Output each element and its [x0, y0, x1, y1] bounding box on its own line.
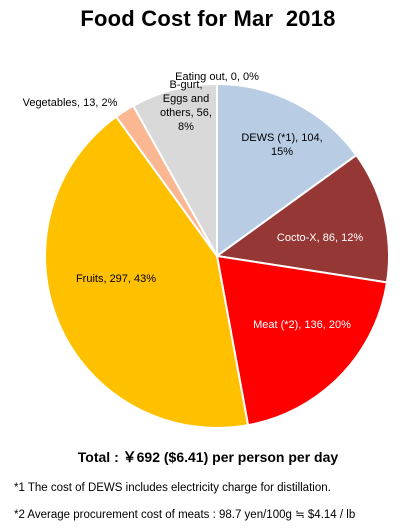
- data-label-cocto-x: Cocto-X, 86, 12%: [277, 232, 363, 244]
- footnote-dews: *1 The cost of DEWS includes electricity…: [14, 482, 331, 494]
- pie-chart: Eating out, 0, 0% DEWS (*1), 104, 15% Cocto…: [23, 71, 390, 429]
- data-label-meat-2: Meat (*2), 136, 20%: [253, 319, 351, 331]
- data-label-vegetables: Vegetables, 13, 2%: [23, 97, 118, 109]
- chart-title: Food Cost for Mar 2018: [80, 6, 336, 31]
- pie-slice-meat-2: [215, 254, 389, 427]
- pie-slice-dews-1: [216, 82, 358, 258]
- pie-slice-fruits: [44, 115, 250, 429]
- pie-slice-b-gurt-eggs-and-others: [131, 82, 218, 260]
- total-cost-text: Total : ￥692 ($6.41) per person per day: [77, 449, 339, 465]
- data-label-fruits: Fruits, 297, 43%: [76, 273, 156, 285]
- data-label-dews-1: DEWS (*1), 104, 15%: [241, 132, 322, 158]
- pie-slice-cocto-x: [214, 153, 390, 284]
- data-label-eating-out: Eating out, 0, 0%: [175, 71, 259, 83]
- footnote-meat: *2 Average procurement cost of meats : 9…: [14, 509, 356, 521]
- data-label-b-gurt-eggs-and-others: B-gurt, Eggs and others, 56, 8%: [160, 79, 212, 133]
